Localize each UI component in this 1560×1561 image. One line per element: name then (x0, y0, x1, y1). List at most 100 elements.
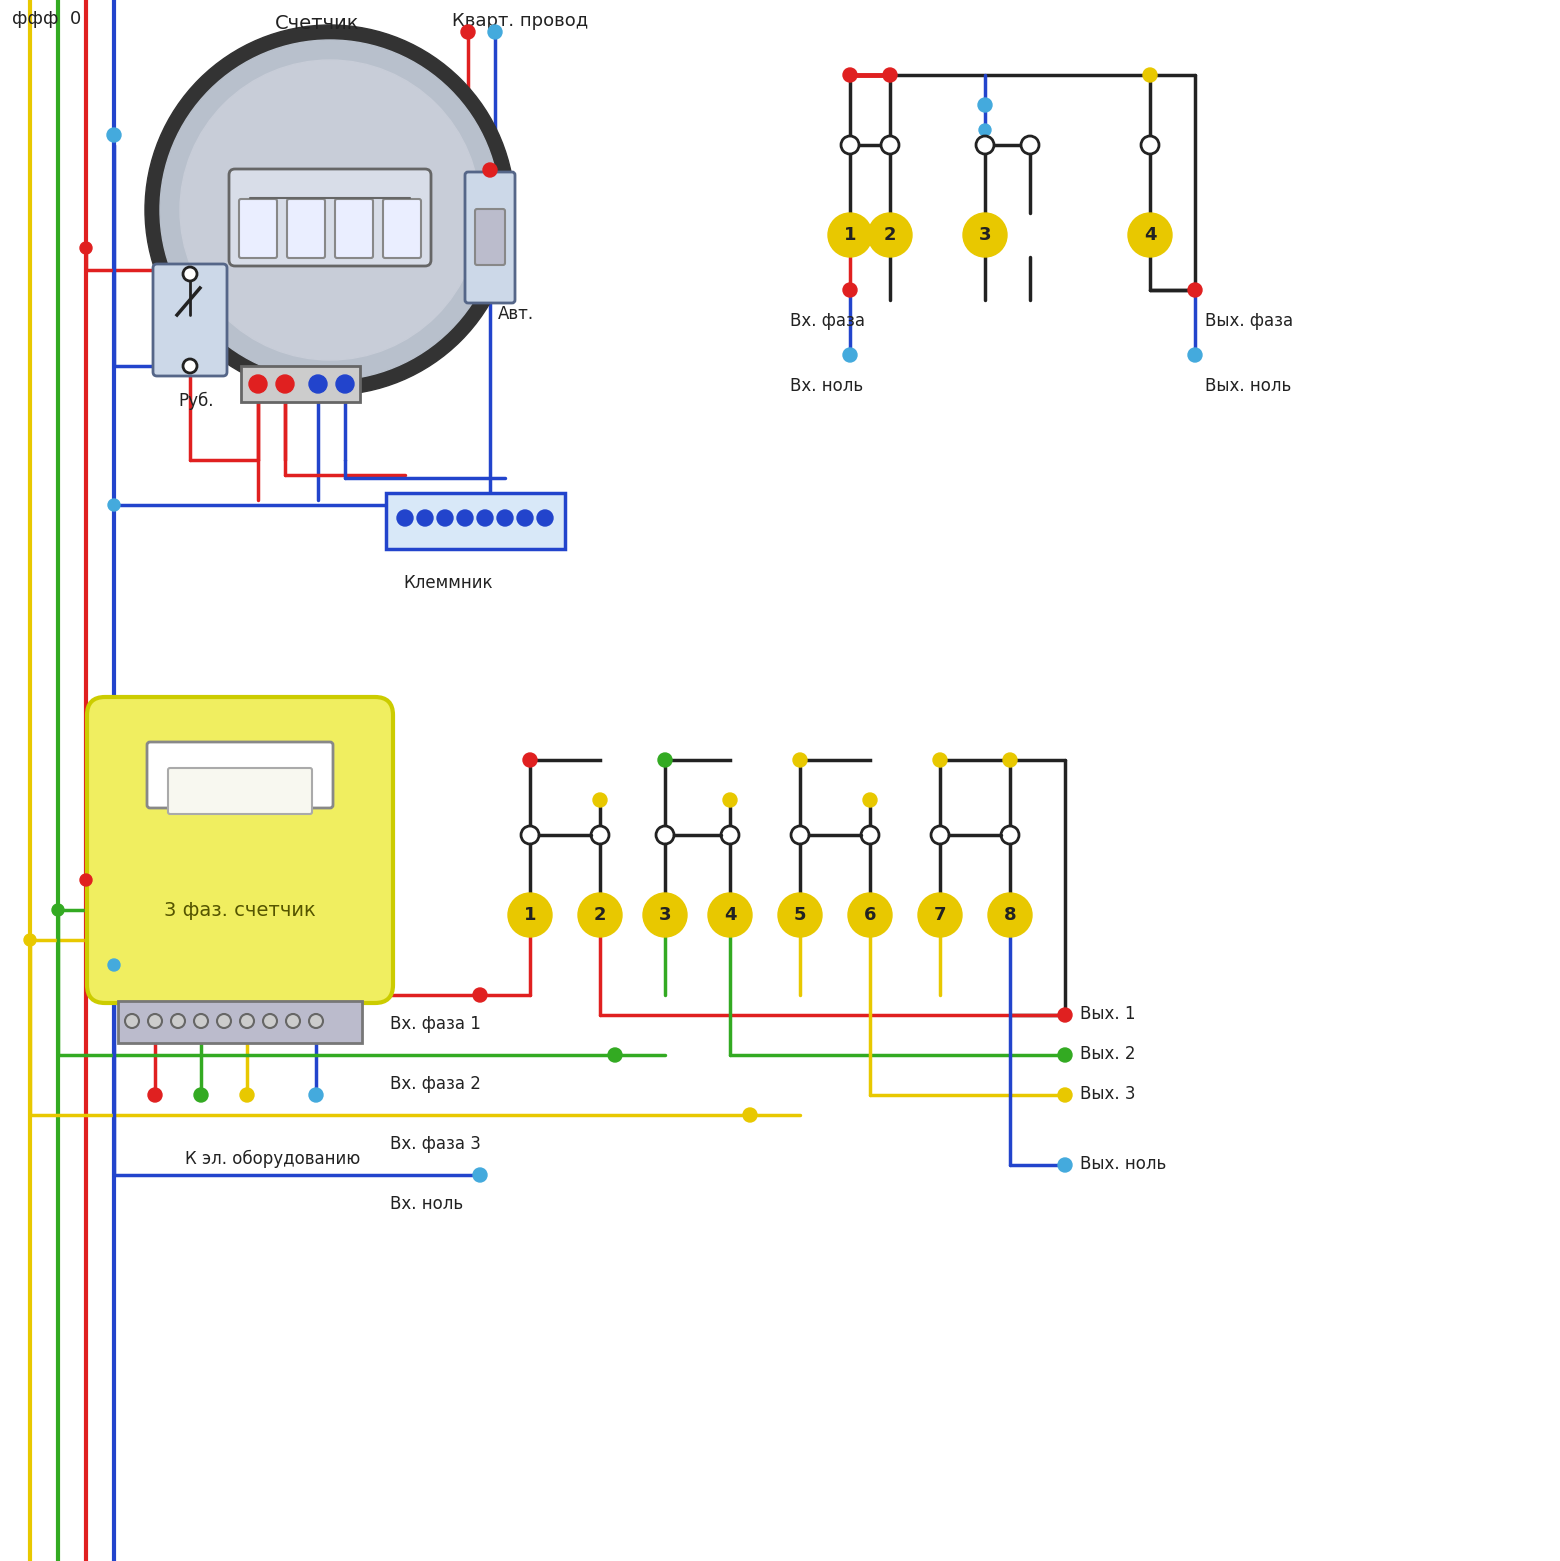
Text: 3: 3 (978, 226, 991, 244)
Circle shape (722, 793, 736, 807)
Text: Вх. ноль: Вх. ноль (789, 378, 863, 395)
Circle shape (80, 874, 92, 887)
Text: 6: 6 (864, 905, 877, 924)
Circle shape (108, 958, 120, 971)
FancyBboxPatch shape (239, 198, 278, 258)
Circle shape (1140, 136, 1159, 155)
Circle shape (125, 1015, 139, 1029)
Circle shape (523, 752, 537, 766)
Text: Вх. фаза 3: Вх. фаза 3 (390, 1135, 480, 1154)
Circle shape (657, 826, 674, 845)
Circle shape (309, 375, 328, 393)
Circle shape (1189, 348, 1203, 362)
Circle shape (488, 25, 502, 39)
Circle shape (778, 893, 822, 937)
Circle shape (240, 1088, 254, 1102)
Circle shape (828, 212, 872, 258)
Circle shape (521, 826, 540, 845)
Text: Вх. фаза: Вх. фаза (789, 312, 864, 329)
Circle shape (484, 162, 498, 176)
Circle shape (193, 1015, 207, 1029)
Circle shape (849, 893, 892, 937)
Text: Вых. ноль: Вых. ноль (1204, 378, 1292, 395)
FancyBboxPatch shape (229, 169, 431, 265)
Circle shape (217, 1015, 231, 1029)
Circle shape (883, 69, 897, 83)
Circle shape (193, 1015, 207, 1029)
Circle shape (863, 793, 877, 807)
Circle shape (978, 98, 992, 112)
Circle shape (861, 826, 878, 845)
Circle shape (498, 510, 513, 526)
Text: Вх. фаза 2: Вх. фаза 2 (390, 1076, 480, 1093)
Circle shape (842, 283, 856, 297)
Circle shape (145, 25, 515, 395)
Circle shape (179, 59, 480, 361)
Circle shape (396, 510, 413, 526)
Circle shape (264, 1015, 278, 1029)
Text: Вых. 2: Вых. 2 (1080, 1044, 1136, 1063)
Circle shape (80, 242, 92, 254)
Text: 3 фаз. счетчик: 3 фаз. счетчик (164, 901, 315, 919)
Circle shape (125, 1015, 139, 1029)
Circle shape (987, 893, 1033, 937)
Circle shape (240, 1015, 254, 1029)
Circle shape (250, 375, 267, 393)
Circle shape (108, 128, 122, 142)
Circle shape (183, 359, 197, 373)
Text: ффф  0: ффф 0 (12, 9, 81, 28)
Text: 7: 7 (934, 905, 947, 924)
Circle shape (1058, 1088, 1072, 1102)
Text: 1: 1 (844, 226, 856, 244)
Circle shape (591, 826, 608, 845)
Circle shape (309, 1015, 323, 1029)
Circle shape (462, 25, 474, 39)
Circle shape (417, 510, 434, 526)
Text: 4: 4 (1143, 226, 1156, 244)
Circle shape (473, 988, 487, 1002)
Text: 4: 4 (724, 905, 736, 924)
Text: Руб.: Руб. (178, 392, 214, 411)
Text: Вых. ноль: Вых. ноль (1080, 1155, 1167, 1172)
Circle shape (842, 348, 856, 362)
Text: Вых. 3: Вых. 3 (1080, 1085, 1136, 1104)
Text: Авт.: Авт. (498, 304, 534, 323)
Text: Клеммник: Клеммник (402, 574, 493, 592)
Circle shape (658, 752, 672, 766)
Circle shape (1003, 752, 1017, 766)
FancyBboxPatch shape (240, 365, 360, 403)
Circle shape (457, 510, 473, 526)
Text: 2: 2 (885, 226, 897, 244)
Text: 8: 8 (1003, 905, 1016, 924)
Circle shape (148, 1015, 162, 1029)
Circle shape (437, 510, 452, 526)
Circle shape (933, 752, 947, 766)
Text: Вх. ноль: Вх. ноль (390, 1196, 463, 1213)
Circle shape (240, 1015, 254, 1029)
Text: Вх. фаза 1: Вх. фаза 1 (390, 1015, 480, 1033)
Circle shape (1058, 1047, 1072, 1061)
Circle shape (516, 510, 534, 526)
Circle shape (1143, 69, 1158, 83)
Circle shape (1058, 1158, 1072, 1172)
Circle shape (1020, 136, 1039, 155)
Circle shape (148, 1088, 162, 1102)
FancyBboxPatch shape (87, 698, 393, 1004)
Circle shape (172, 1015, 186, 1029)
Circle shape (285, 1015, 300, 1029)
Circle shape (593, 793, 607, 807)
Circle shape (537, 510, 552, 526)
FancyBboxPatch shape (168, 768, 312, 813)
Text: 3: 3 (658, 905, 671, 924)
Circle shape (643, 893, 686, 937)
Circle shape (161, 41, 501, 379)
Text: 2: 2 (594, 905, 607, 924)
Circle shape (473, 1168, 487, 1182)
Circle shape (1128, 212, 1172, 258)
Circle shape (108, 500, 120, 510)
Circle shape (172, 1015, 186, 1029)
Text: Вых. 1: Вых. 1 (1080, 1005, 1136, 1022)
Circle shape (51, 904, 64, 916)
Circle shape (842, 69, 856, 83)
Circle shape (193, 1088, 207, 1102)
